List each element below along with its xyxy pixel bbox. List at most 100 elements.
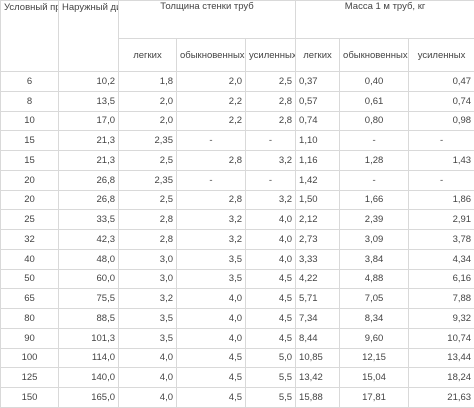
cell-thickness-reinforced: 4,5 <box>246 269 296 289</box>
header-mass-light: легких <box>296 39 340 72</box>
cell-mass-light: 0,57 <box>296 91 340 111</box>
cell-mass-reinforced: 13,44 <box>409 348 474 368</box>
cell-mass-reinforced: 7,88 <box>409 289 474 309</box>
cell-nominal-bore: 40 <box>1 249 59 269</box>
cell-nominal-bore: 10 <box>1 111 59 131</box>
cell-thickness-light: 3,0 <box>119 269 177 289</box>
cell-outer-diameter: 114,0 <box>59 348 119 368</box>
cell-mass-reinforced: 0,74 <box>409 91 474 111</box>
cell-outer-diameter: 17,0 <box>59 111 119 131</box>
cell-outer-diameter: 26,8 <box>59 190 119 210</box>
cell-mass-light: 5,71 <box>296 289 340 309</box>
cell-nominal-bore: 20 <box>1 190 59 210</box>
cell-thickness-light: 4,0 <box>119 348 177 368</box>
cell-thickness-reinforced: 4,5 <box>246 309 296 329</box>
cell-thickness-ordinary: 2,2 <box>177 111 246 131</box>
cell-thickness-light: 3,5 <box>119 309 177 329</box>
cell-thickness-reinforced: 5,5 <box>246 368 296 388</box>
cell-thickness-reinforced: 2,5 <box>246 72 296 92</box>
cell-mass-light: 15,88 <box>296 388 340 408</box>
cell-thickness-ordinary: 3,5 <box>177 249 246 269</box>
cell-nominal-bore: 80 <box>1 309 59 329</box>
cell-mass-light: 1,10 <box>296 131 340 151</box>
cell-mass-reinforced: 3,78 <box>409 230 474 250</box>
cell-mass-ordinary: 4,88 <box>340 269 409 289</box>
header-nominal-bore: Условный проход <box>1 1 59 72</box>
cell-thickness-reinforced: 5,5 <box>246 388 296 408</box>
cell-thickness-light: 2,35 <box>119 170 177 190</box>
cell-outer-diameter: 140,0 <box>59 368 119 388</box>
cell-thickness-ordinary: 2,8 <box>177 151 246 171</box>
cell-mass-ordinary: 7,05 <box>340 289 409 309</box>
cell-thickness-reinforced: 4,0 <box>246 230 296 250</box>
cell-thickness-light: 3,0 <box>119 249 177 269</box>
cell-thickness-light: 2,5 <box>119 190 177 210</box>
cell-nominal-bore: 20 <box>1 170 59 190</box>
cell-thickness-reinforced: 3,2 <box>246 190 296 210</box>
header-thickness-ordinary: обыкновенных <box>177 39 246 72</box>
cell-mass-ordinary: 0,80 <box>340 111 409 131</box>
cell-outer-diameter: 33,5 <box>59 210 119 230</box>
cell-thickness-reinforced: 5,0 <box>246 348 296 368</box>
header-wall-thickness: Толщина стенки труб <box>119 1 296 39</box>
cell-thickness-ordinary: 4,5 <box>177 348 246 368</box>
cell-mass-ordinary: 1,66 <box>340 190 409 210</box>
cell-outer-diameter: 42,3 <box>59 230 119 250</box>
cell-thickness-ordinary: 4,0 <box>177 289 246 309</box>
cell-mass-reinforced: 2,91 <box>409 210 474 230</box>
cell-nominal-bore: 15 <box>1 131 59 151</box>
cell-thickness-light: 4,0 <box>119 388 177 408</box>
cell-mass-ordinary: 0,40 <box>340 72 409 92</box>
cell-thickness-ordinary: 4,5 <box>177 388 246 408</box>
cell-thickness-ordinary: 3,5 <box>177 269 246 289</box>
cell-mass-reinforced: 1,86 <box>409 190 474 210</box>
cell-thickness-ordinary: - <box>177 131 246 151</box>
cell-mass-ordinary: 2,39 <box>340 210 409 230</box>
cell-outer-diameter: 21,3 <box>59 131 119 151</box>
cell-thickness-light: 2,8 <box>119 210 177 230</box>
cell-mass-reinforced: 4,34 <box>409 249 474 269</box>
cell-mass-light: 8,44 <box>296 328 340 348</box>
cell-mass-reinforced: 9,32 <box>409 309 474 329</box>
cell-nominal-bore: 65 <box>1 289 59 309</box>
header-thickness-reinforced: усиленных <box>246 39 296 72</box>
cell-outer-diameter: 75,5 <box>59 289 119 309</box>
cell-thickness-reinforced: 4,5 <box>246 328 296 348</box>
cell-mass-ordinary: - <box>340 170 409 190</box>
cell-thickness-light: 2,35 <box>119 131 177 151</box>
cell-mass-ordinary: 12,15 <box>340 348 409 368</box>
cell-thickness-light: 1,8 <box>119 72 177 92</box>
cell-mass-light: 0,74 <box>296 111 340 131</box>
cell-mass-reinforced: 0,98 <box>409 111 474 131</box>
cell-mass-reinforced: 21,63 <box>409 388 474 408</box>
cell-mass-ordinary: 3,84 <box>340 249 409 269</box>
cell-mass-ordinary: 9,60 <box>340 328 409 348</box>
cell-mass-ordinary: 17,81 <box>340 388 409 408</box>
cell-thickness-reinforced: 4,5 <box>246 289 296 309</box>
cell-mass-light: 3,33 <box>296 249 340 269</box>
cell-mass-reinforced: 10,74 <box>409 328 474 348</box>
cell-mass-light: 13,42 <box>296 368 340 388</box>
cell-outer-diameter: 21,3 <box>59 151 119 171</box>
cell-mass-light: 1,16 <box>296 151 340 171</box>
cell-thickness-light: 4,0 <box>119 368 177 388</box>
cell-mass-ordinary: 8,34 <box>340 309 409 329</box>
cell-mass-reinforced: 6,16 <box>409 269 474 289</box>
header-mass: Масса 1 м труб, кг <box>296 1 474 39</box>
cell-thickness-ordinary: - <box>177 170 246 190</box>
header-thickness-light: легких <box>119 39 177 72</box>
cell-thickness-ordinary: 3,2 <box>177 210 246 230</box>
